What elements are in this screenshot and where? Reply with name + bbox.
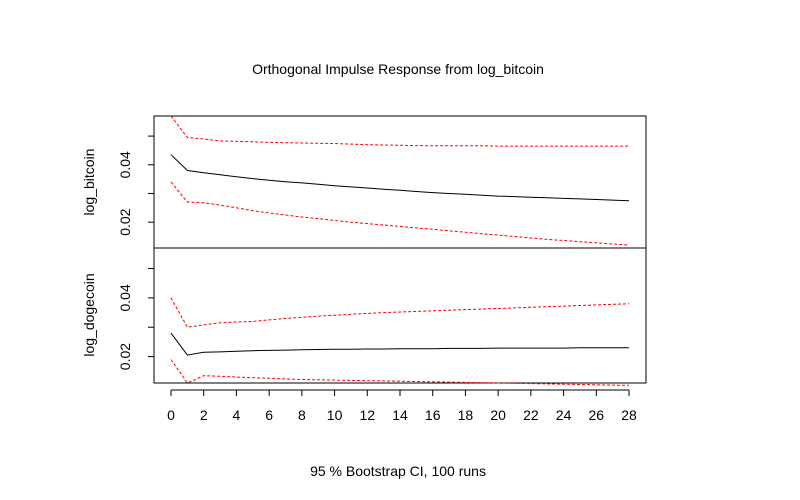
y-tick-label-log-bitcoin: 0.02 [117,208,133,235]
ylabel-log-bitcoin: log_bitcoin [81,149,97,216]
x-tick-label: 8 [298,407,306,423]
panel-frame-log-dogecoin [153,247,647,384]
panel-log-bitcoin: log_bitcoin 0.02 0.04 [81,115,647,249]
x-tick-label: 0 [167,407,175,423]
y-tick-label-log-dogecoin: 0.04 [117,284,133,311]
series-response-log-bitcoin [170,154,630,202]
y-tick-label-log-bitcoin: 0.04 [117,151,133,178]
x-tick-label: 12 [359,407,375,423]
x-tick-label: 26 [588,407,604,423]
panel-log-dogecoin: log_dogecoin 0.02 0.04 [81,247,647,386]
x-tick-label: 6 [265,407,273,423]
x-axis: 0 2 4 6 8 10 12 14 16 18 20 22 24 26 28 [167,389,637,423]
y-tick-label-log-dogecoin: 0.02 [117,343,133,370]
chart-title: Orthogonal Impulse Response from log_bit… [252,61,544,77]
x-tick-label: 28 [621,407,637,423]
x-tick-label: 16 [425,407,441,423]
x-tick-label: 4 [233,407,241,423]
series-upper-log-dogecoin [170,297,630,328]
x-axis-label: 95 % Bootstrap CI, 100 runs [310,463,486,479]
x-tick-label: 24 [556,407,572,423]
series-response-log-dogecoin [170,332,629,356]
series-lower-log-dogecoin [170,359,630,386]
panel-frame-log-bitcoin [153,115,647,249]
x-tick-label: 14 [392,407,408,423]
x-tick-label: 18 [458,407,474,423]
series-upper-log-bitcoin [170,115,629,147]
x-tick-label: 20 [490,407,506,423]
ylabel-log-dogecoin: log_dogecoin [81,273,97,356]
x-tick-label: 10 [327,407,343,423]
x-tick-label: 22 [523,407,539,423]
x-tick-label: 2 [200,407,208,423]
series-lower-log-bitcoin [170,181,630,246]
